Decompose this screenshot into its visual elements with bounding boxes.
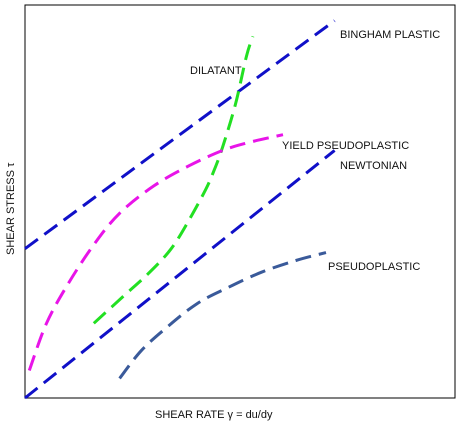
series-line-newtonian <box>24 149 336 400</box>
series-label-newtonian: NEWTONIAN <box>340 160 407 172</box>
series-label-pseudoplastic: PSEUDOPLASTIC <box>328 261 420 273</box>
series-line-bingham-plastic <box>24 19 336 250</box>
chart-axes <box>24 4 456 399</box>
series-line-pseudoplastic <box>118 251 327 380</box>
plot-frame <box>24 4 456 399</box>
series-line-dilatant <box>92 35 255 325</box>
series-label-dilatant: DILATANT <box>190 65 242 77</box>
series-line-yield-pseudoplastic <box>27 133 284 372</box>
y-axis-label: SHEAR STRESS τ <box>5 162 17 255</box>
x-axis-label: SHEAR RATE γ = du/dy <box>155 409 273 421</box>
chart-series <box>24 19 336 400</box>
series-label-bingham-plastic: BINGHAM PLASTIC <box>340 29 440 41</box>
series-labels: BINGHAM PLASTIC DILATANT YIELD PSEUDOPLAST… <box>190 29 440 273</box>
series-label-yield-pseudoplastic: YIELD PSEUDOPLASTIC <box>282 140 409 152</box>
